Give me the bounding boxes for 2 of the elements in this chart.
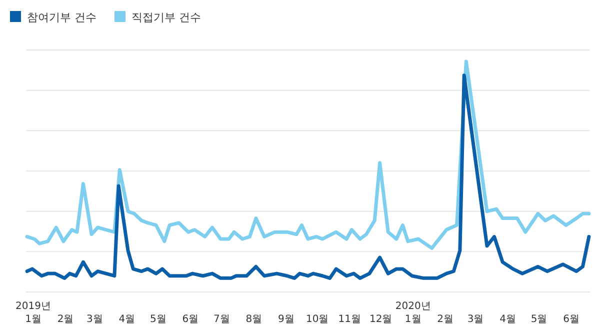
legend-label: 참여기부 건수 xyxy=(27,11,96,24)
legend-label: 직접기부 건수 xyxy=(132,11,201,24)
